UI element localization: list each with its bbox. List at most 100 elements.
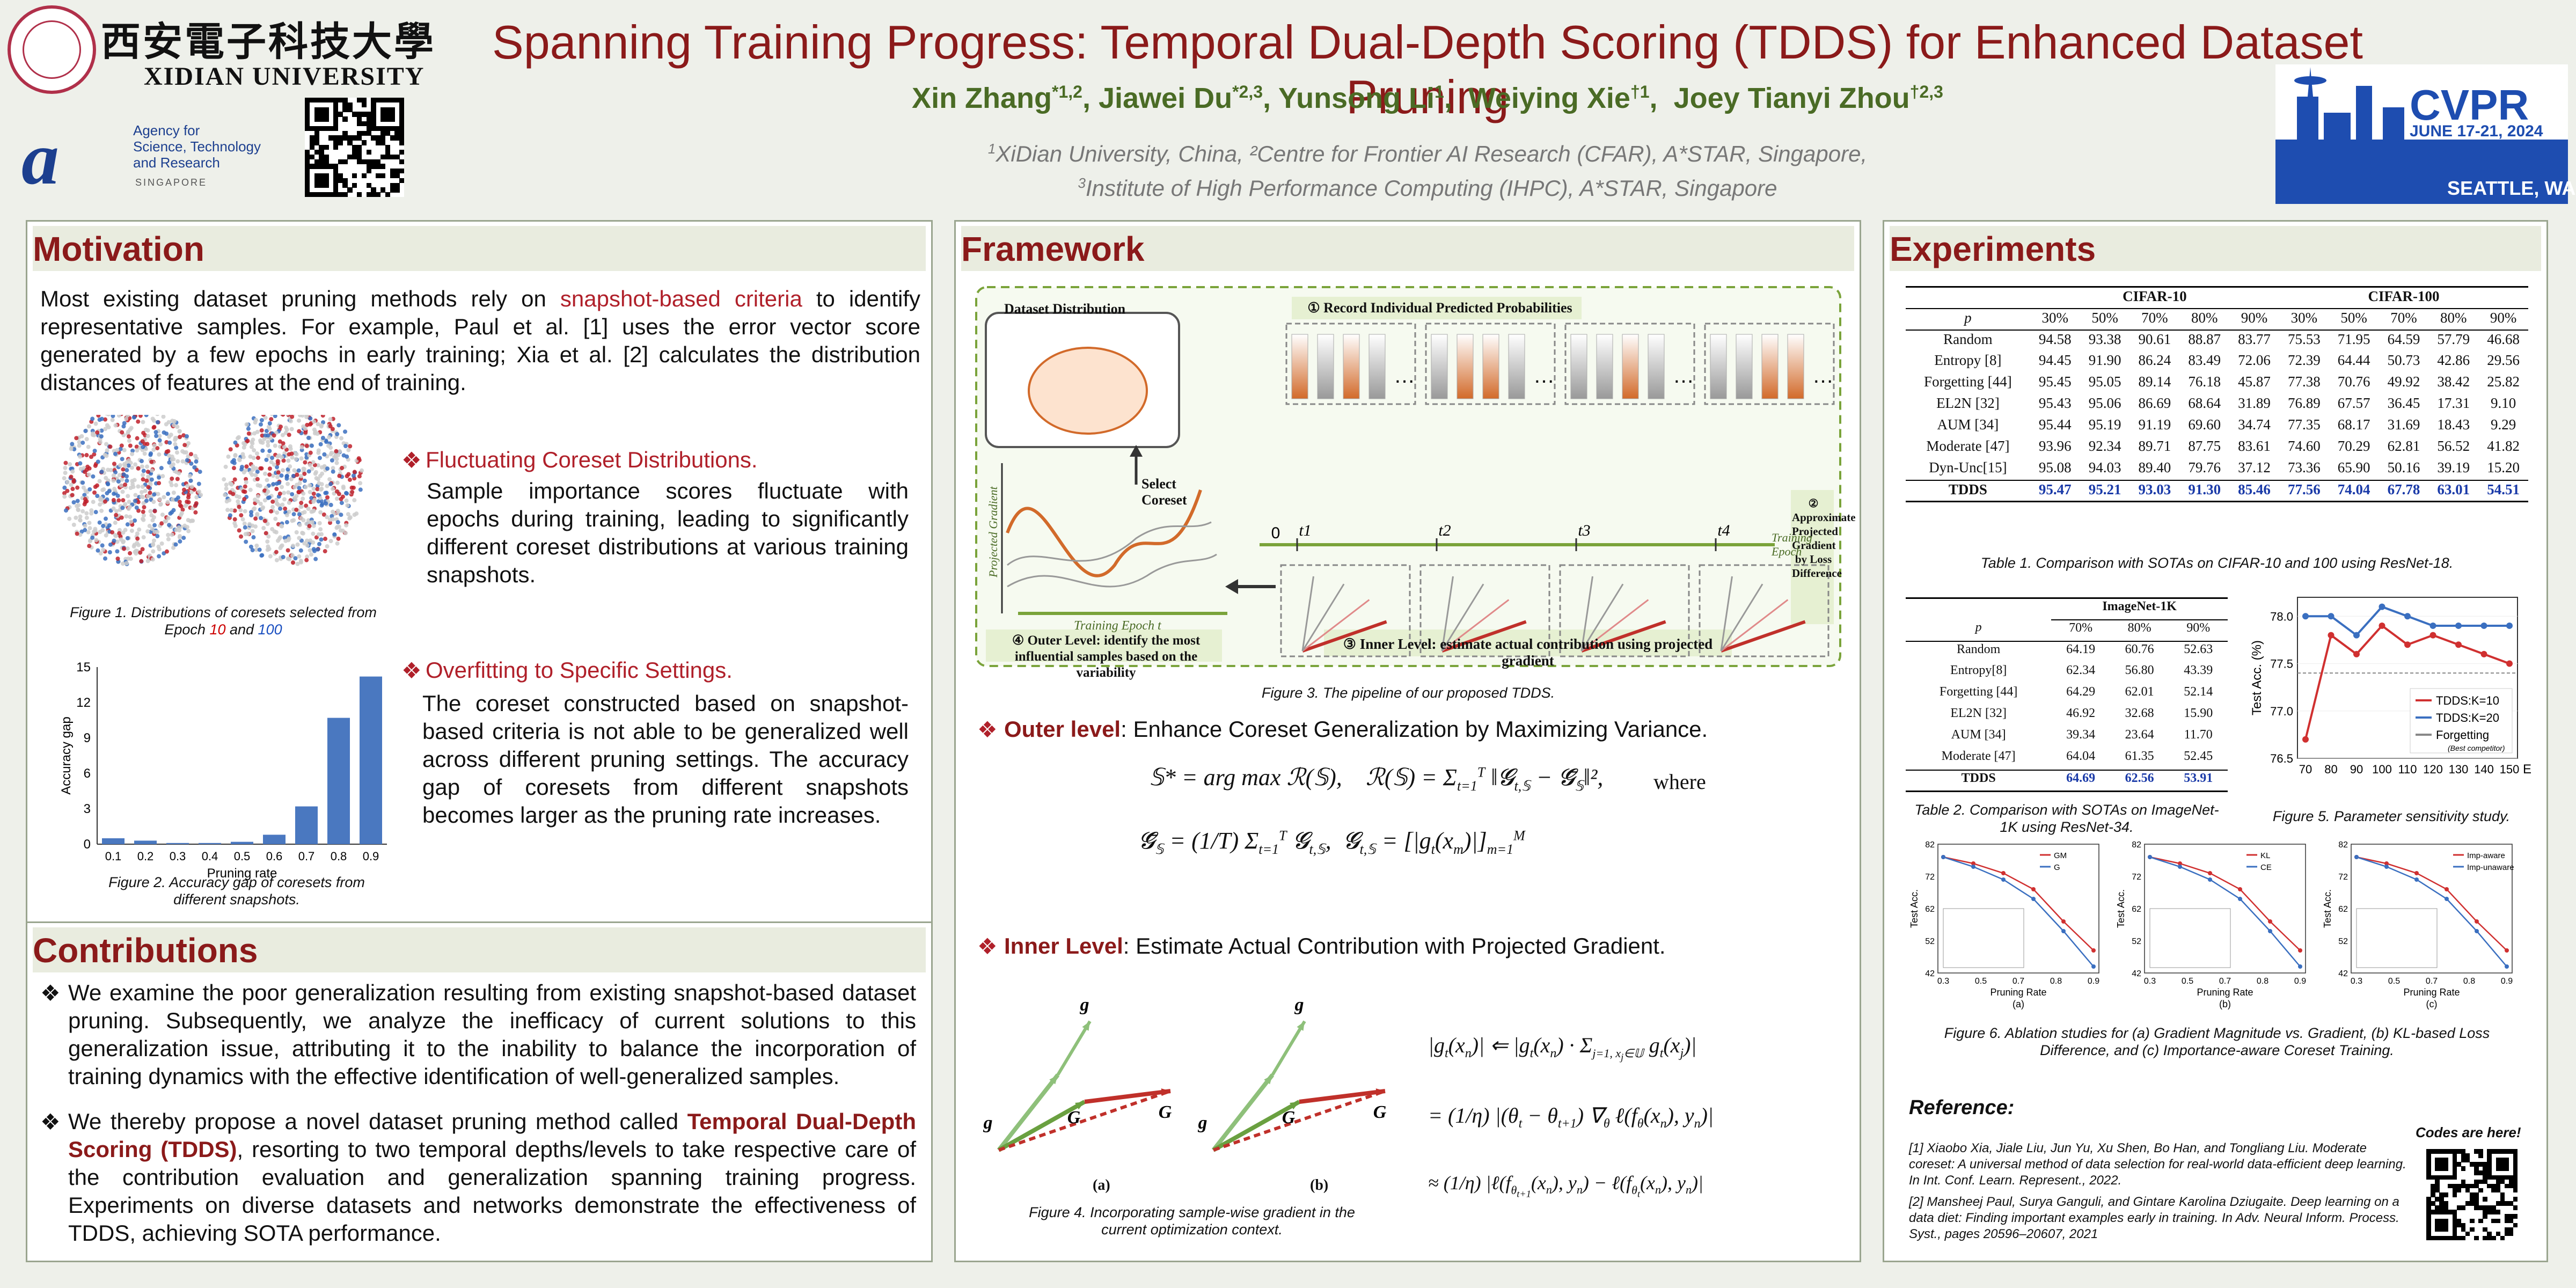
scatter-point (163, 519, 167, 524)
contributions-title: Contributions (33, 927, 926, 972)
x-tick-label: 0.9 (2088, 977, 2099, 986)
scatter-point (69, 447, 74, 451)
scatter-point (70, 442, 75, 447)
scatter-point (242, 497, 247, 502)
bar (166, 843, 189, 844)
table-row-label: Random (1956, 642, 2001, 656)
table-cell: 15.20 (2487, 459, 2520, 475)
scatter-point (62, 491, 67, 495)
scatter-point (290, 560, 295, 565)
scatter-point (275, 465, 280, 470)
scatter-point (254, 466, 259, 471)
scatter-point (281, 458, 286, 463)
scatter-point (99, 428, 104, 433)
G-t-arrow-head (1075, 1102, 1085, 1110)
projected-gradient-axis: Projected Gradient (986, 486, 1000, 577)
scatter-point (274, 558, 279, 562)
scatter-point (152, 530, 157, 535)
scatter-point (77, 440, 82, 444)
table-cell: 36.45 (2387, 394, 2420, 411)
scatter-point (157, 434, 162, 438)
scatter-point (184, 434, 189, 438)
qr-code-codes[interactable] (2426, 1149, 2518, 1241)
scatter-point (188, 452, 193, 457)
scatter-point (291, 518, 296, 523)
scatter-point (175, 477, 180, 481)
scatter-point (161, 415, 166, 419)
scatter-point (291, 473, 296, 478)
figure-4-caption: Figure 4. Incorporating sample-wise grad… (1029, 1204, 1355, 1238)
scatter-point (229, 482, 234, 487)
table-cell: 60.76 (2125, 642, 2154, 656)
epoch-label: t3 (1578, 522, 1590, 539)
scatter-point (112, 462, 116, 466)
legend-label: TDDS:K=20 (2436, 711, 2499, 724)
table-cell: 92.34 (2088, 437, 2121, 454)
table-cell: 95.08 (2038, 459, 2072, 475)
scatter-point (99, 416, 104, 421)
bar (295, 806, 318, 844)
series-line (1943, 856, 2094, 951)
training-epoch-timeline: Training Epoch (1772, 531, 1812, 558)
scatter-point (232, 477, 237, 482)
scatter-point (164, 549, 169, 554)
table-cell: 57.79 (2437, 331, 2470, 347)
scatter-point (124, 416, 129, 421)
table-cell: 61.35 (2125, 749, 2154, 763)
scatter-point (177, 528, 182, 533)
scatter-point (171, 491, 176, 495)
scatter-point (83, 528, 87, 532)
scatter-point (272, 433, 276, 438)
table-cell: 88.87 (2188, 331, 2221, 347)
codes-label: Codes are here! (2416, 1124, 2521, 1140)
table-cell: 86.24 (2138, 352, 2171, 368)
scatter-point (336, 423, 341, 428)
scatter-point (92, 490, 97, 495)
table-row-label: AUM [34] (1951, 727, 2006, 742)
y-axis-label: Test Acc. (%) (2250, 640, 2264, 715)
x-tick-label: 120 (2423, 763, 2443, 776)
dataset-distribution-label: Dataset Distribution (1004, 301, 1126, 317)
scatter-point (182, 450, 187, 455)
scatter-point (316, 547, 320, 552)
scatter-point (97, 520, 102, 525)
qr-code-header[interactable] (305, 98, 405, 197)
table-row-label: Moderate [47] (1926, 437, 2010, 454)
table-cell: 91.30 (2188, 481, 2221, 497)
scatter-point (269, 509, 274, 514)
scatter-point (301, 496, 305, 501)
scatter-point (242, 521, 247, 526)
scatter-point (319, 423, 324, 428)
scatter-point (302, 471, 307, 476)
scatter-point (125, 522, 130, 527)
cvpr-logo: CVPR (2410, 81, 2529, 129)
scatter-point (281, 415, 286, 417)
scatter-point (143, 447, 148, 451)
scatter-point (253, 420, 258, 425)
y-tick-label: 72 (2132, 873, 2141, 882)
scatter-point (115, 448, 120, 452)
scatter-point (150, 526, 155, 531)
scatter-point (144, 415, 149, 418)
scatter-point (98, 440, 103, 444)
y-tick-label: 52 (2132, 937, 2141, 946)
scatter-point (266, 534, 271, 539)
scatter-point (70, 493, 75, 497)
scatter-point (83, 500, 87, 504)
scatter-point (298, 548, 303, 553)
x-tick-label: 0.8 (2463, 977, 2475, 986)
scatter-point (297, 486, 302, 491)
scatter-point (140, 464, 144, 469)
scatter-point (115, 493, 120, 498)
scatter-point (120, 457, 125, 462)
scatter-point (145, 559, 150, 564)
figure-6-caption: Figure 6. Ablation studies for (a) Gradi… (1944, 1025, 2490, 1058)
scatter-point (352, 498, 357, 503)
figure-4a-label: (a) (1093, 1177, 1110, 1194)
figure-4b-label: (b) (1310, 1177, 1329, 1194)
scatter-point (236, 499, 240, 504)
scatter-point (280, 502, 285, 507)
parameter-sensitivity-chart: 76.5 77.0 77.5 78.0 70 80 90 100 110 120 130 140 150… (2250, 597, 2531, 777)
probability-bar (1343, 334, 1360, 399)
